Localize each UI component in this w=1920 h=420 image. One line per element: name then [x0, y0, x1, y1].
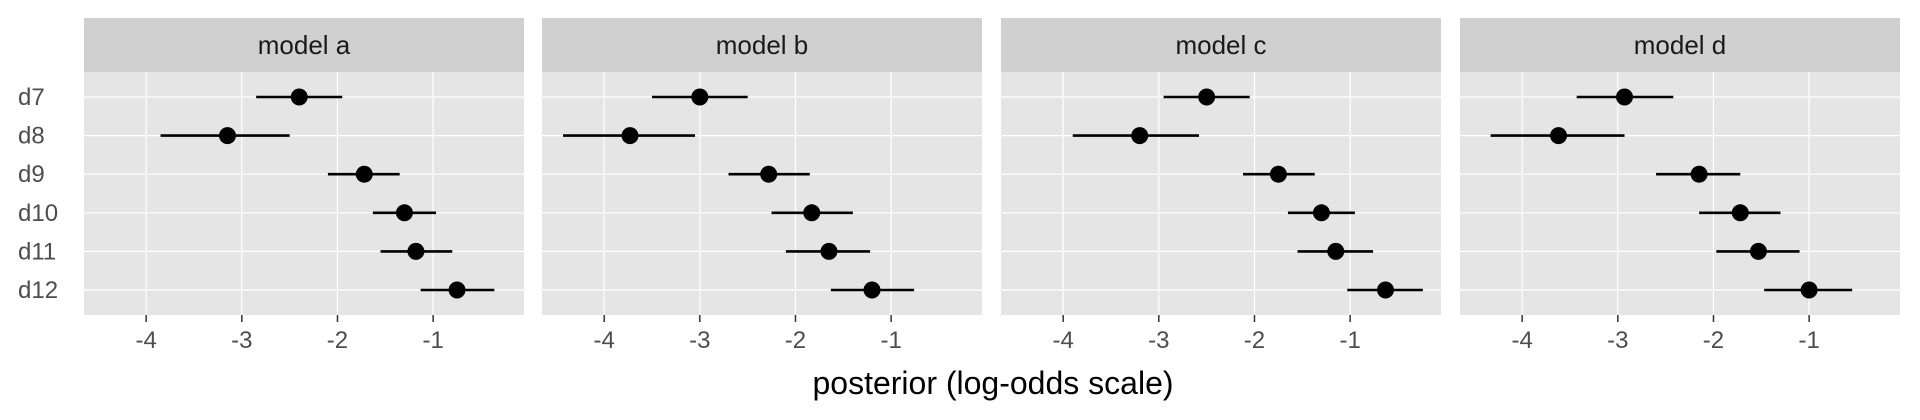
x-tick-label: -1	[1798, 327, 1819, 354]
panel-background	[1001, 72, 1441, 315]
point-d10	[803, 204, 821, 222]
point-d9	[1690, 165, 1708, 183]
x-tick-label: -3	[1607, 327, 1628, 354]
y-tick-label-d11: d11	[18, 238, 56, 265]
x-tick-label: -3	[689, 327, 710, 354]
point-d11	[820, 242, 838, 260]
point-d9	[1269, 165, 1287, 183]
x-tick-label: -1	[422, 327, 443, 354]
point-d8	[218, 127, 236, 145]
panel-model-c: model c -4 -3 -2 -1	[1001, 18, 1441, 354]
point-d7	[290, 88, 308, 106]
point-d10	[1731, 204, 1749, 222]
point-d9	[355, 165, 373, 183]
x-tick-label: -4	[594, 327, 615, 354]
panel-background	[542, 72, 982, 315]
panel-model-b: model b -4 -3 -2 -1	[542, 18, 982, 354]
x-tick-label: -3	[1148, 327, 1169, 354]
x-tick-label: -4	[1053, 327, 1074, 354]
facet-strip	[1460, 18, 1900, 72]
x-tick-label: -2	[327, 327, 348, 354]
x-tick-label: -4	[136, 327, 157, 354]
x-tick-label: -2	[1703, 327, 1724, 354]
facet-strip	[542, 18, 982, 72]
facet-strip-label: model c	[1175, 30, 1266, 60]
point-d7	[1198, 88, 1216, 106]
facet-strip	[1001, 18, 1441, 72]
point-d12	[1377, 281, 1395, 299]
x-tick-label: -4	[1512, 327, 1533, 354]
point-d12	[448, 281, 466, 299]
panel-model-a: model a -4 -3 -2 -1	[84, 18, 524, 354]
facet-strip	[84, 18, 524, 72]
panel-background	[84, 72, 524, 315]
panel-background	[1460, 72, 1900, 315]
point-d8	[1131, 127, 1149, 145]
x-tick-label: -2	[785, 327, 806, 354]
point-d11	[1749, 242, 1767, 260]
y-tick-label-d10: d10	[18, 200, 58, 227]
y-tick-label-d12: d12	[18, 277, 58, 304]
point-d12	[1800, 281, 1818, 299]
x-axis-title: posterior (log-odds scale)	[812, 365, 1173, 401]
panels-group: model a -4 -3 -2 -1 model b -4 -3 -2 -1 model c -4 -…	[84, 18, 1900, 354]
point-d7	[691, 88, 709, 106]
point-d11	[407, 242, 425, 260]
point-d8	[1550, 127, 1568, 145]
y-tick-label-d9: d9	[18, 161, 45, 188]
point-d9	[760, 165, 778, 183]
y-tick-label-d8: d8	[18, 123, 45, 150]
point-d11	[1327, 242, 1345, 260]
facet-strip-label: model b	[716, 30, 809, 60]
point-d7	[1616, 88, 1634, 106]
x-tick-label: -1	[880, 327, 901, 354]
facet-strip-label: model d	[1634, 30, 1727, 60]
point-d10	[395, 204, 413, 222]
point-d12	[863, 281, 881, 299]
y-tick-label-d7: d7	[18, 84, 45, 111]
x-tick-label: -1	[1339, 327, 1360, 354]
facet-strip-label: model a	[258, 30, 351, 60]
panel-model-d: model d -4 -3 -2 -1	[1460, 18, 1900, 354]
x-tick-label: -2	[1244, 327, 1265, 354]
point-d10	[1312, 204, 1330, 222]
point-d8	[621, 127, 639, 145]
y-axis-labels: d7 d8 d9 d10 d11 d12	[18, 84, 58, 304]
x-tick-label: -3	[231, 327, 252, 354]
